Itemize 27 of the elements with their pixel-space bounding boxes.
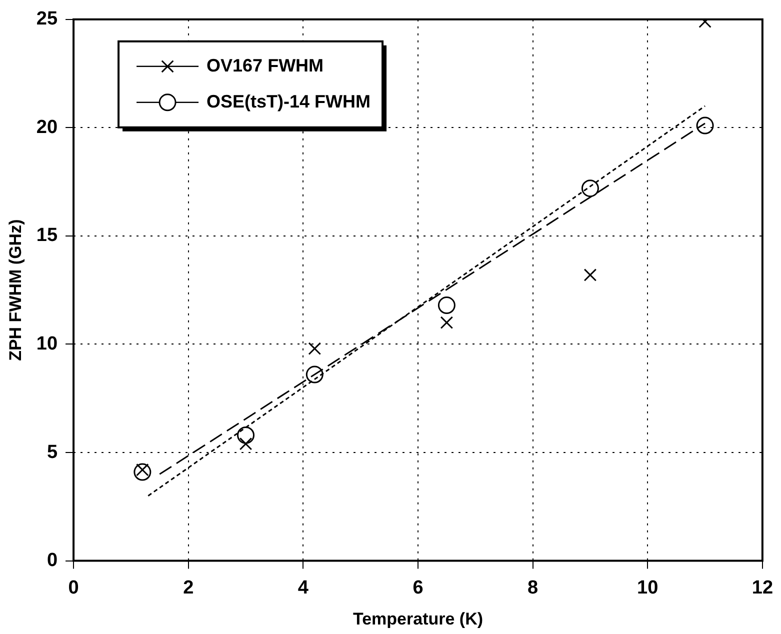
point [306,366,324,384]
y-tick-label: 5 [46,442,58,463]
y-tick-label: 10 [36,333,58,354]
x-tick-label: 0 [68,577,79,598]
x-tick-label: 2 [183,577,194,598]
point [440,316,454,329]
point [134,463,152,481]
point [696,116,714,134]
point [237,426,255,444]
y-tick-label: 25 [36,8,58,30]
y-tick-label: 0 [46,550,58,572]
point [438,296,456,314]
x-tick-label: 12 [752,577,774,598]
point [581,180,599,198]
x-tick-label: 6 [412,577,424,598]
y-axis-title: ZPH FWHM (GHz) [6,219,25,361]
legend-label: OV167 FWHM [206,55,324,76]
y-tick-label: 20 [36,116,58,138]
x-tick-label: 8 [528,577,538,598]
point [239,437,252,450]
x-tick-label: 4 [298,577,309,598]
point [308,342,322,355]
point [584,268,597,282]
legend-label: OSE(tsT)-14 FWHM [206,91,371,112]
x-axis-title: Temperature (K) [352,609,484,628]
x-tick-label: 10 [637,577,658,598]
y-tick-label: 15 [36,225,58,246]
